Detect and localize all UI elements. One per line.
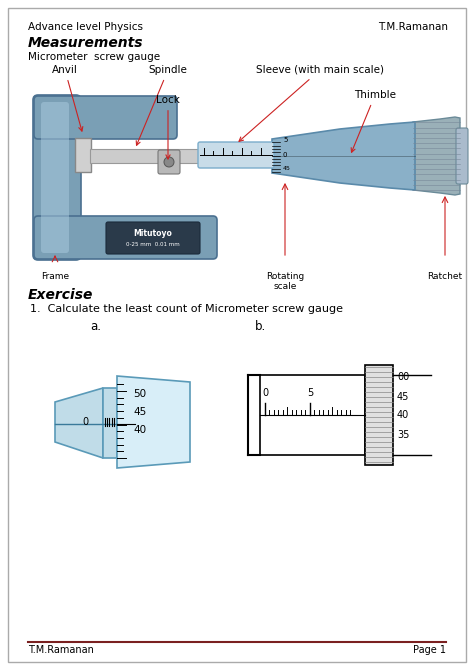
Text: Spindle: Spindle <box>136 65 187 145</box>
Text: Exercise: Exercise <box>28 288 93 302</box>
Text: Rotating
scale: Rotating scale <box>266 272 304 291</box>
Text: 50: 50 <box>133 389 146 399</box>
Text: Anvil: Anvil <box>52 65 83 131</box>
Text: Thimble: Thimble <box>351 90 396 152</box>
FancyBboxPatch shape <box>33 95 81 260</box>
Text: 45: 45 <box>133 407 146 417</box>
Text: Measurements: Measurements <box>28 36 144 50</box>
Text: Ratchet: Ratchet <box>428 272 463 281</box>
Text: 0: 0 <box>262 388 268 398</box>
Text: T.M.Ramanan: T.M.Ramanan <box>378 22 448 32</box>
FancyBboxPatch shape <box>41 102 69 253</box>
Text: Mitutoyo: Mitutoyo <box>134 230 173 239</box>
Text: 40: 40 <box>133 425 146 435</box>
Polygon shape <box>55 388 103 458</box>
Text: Advance level Physics: Advance level Physics <box>28 22 143 32</box>
Text: 0-25 mm  0.01 mm: 0-25 mm 0.01 mm <box>126 241 180 247</box>
Text: 5: 5 <box>307 388 313 398</box>
Text: 1.  Calculate the least count of Micrometer screw gauge: 1. Calculate the least count of Micromet… <box>30 304 343 314</box>
FancyBboxPatch shape <box>34 216 217 259</box>
Polygon shape <box>413 117 460 195</box>
Text: b.: b. <box>255 320 266 333</box>
FancyBboxPatch shape <box>365 365 393 465</box>
Text: Page 1: Page 1 <box>413 645 446 655</box>
FancyBboxPatch shape <box>75 138 91 172</box>
Text: Sleeve (with main scale): Sleeve (with main scale) <box>239 65 384 141</box>
Text: 40: 40 <box>397 410 409 420</box>
Text: 0: 0 <box>283 152 288 158</box>
Text: Micrometer  screw gauge: Micrometer screw gauge <box>28 52 160 62</box>
Text: 35: 35 <box>397 430 410 440</box>
FancyBboxPatch shape <box>8 8 466 662</box>
FancyBboxPatch shape <box>260 375 365 455</box>
Circle shape <box>164 157 174 167</box>
Text: Lock: Lock <box>156 95 180 159</box>
FancyBboxPatch shape <box>106 222 200 254</box>
Polygon shape <box>117 376 190 468</box>
FancyBboxPatch shape <box>158 150 180 174</box>
FancyBboxPatch shape <box>198 142 274 168</box>
FancyBboxPatch shape <box>103 388 117 458</box>
Text: 0: 0 <box>82 417 88 427</box>
Text: Frame: Frame <box>41 272 69 281</box>
FancyBboxPatch shape <box>456 128 468 184</box>
Polygon shape <box>272 122 415 190</box>
Text: T.M.Ramanan: T.M.Ramanan <box>28 645 94 655</box>
FancyBboxPatch shape <box>34 96 177 139</box>
Text: 00: 00 <box>397 372 409 382</box>
Text: 45: 45 <box>397 392 410 402</box>
FancyBboxPatch shape <box>90 149 202 163</box>
Text: 45: 45 <box>283 167 291 172</box>
Text: a.: a. <box>90 320 101 333</box>
Text: 5: 5 <box>283 137 287 143</box>
